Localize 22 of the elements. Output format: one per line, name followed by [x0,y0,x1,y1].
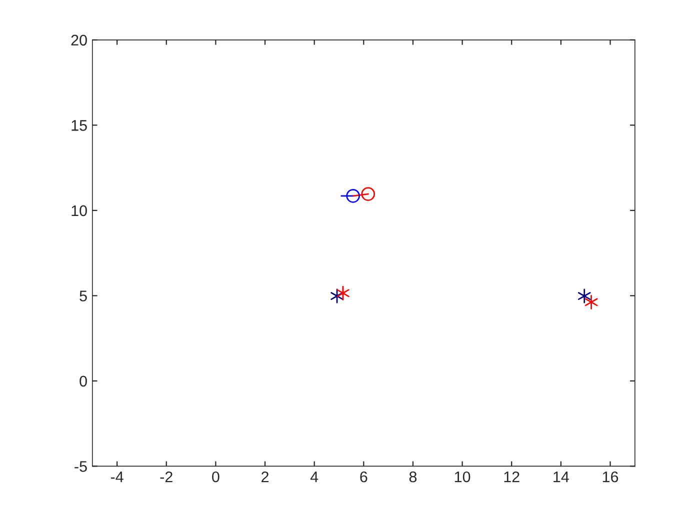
x-tick-label: 12 [504,471,520,482]
x-tick-label: 2 [262,471,268,482]
y-tick-label: -5 [74,461,87,472]
point [361,187,375,201]
point [346,189,360,203]
point [336,286,350,300]
x-tick-label: -2 [160,471,172,482]
x-tick-label: 14 [554,472,569,482]
x-tick-label: 0 [212,471,220,482]
x-tick-label: 4 [310,472,318,482]
y-tick-label: 10 [72,205,87,216]
y-tick-label: 0 [80,376,87,387]
x-tick-label: -4 [110,472,124,482]
point [584,294,598,310]
y-tick-label: 20 [71,34,87,46]
y-tick-label: 5 [80,290,87,302]
x-tick-label: 8 [409,471,417,482]
x-tick-label: 10 [454,471,470,482]
x-tick-label: 6 [360,471,368,482]
x-tick-label: 16 [602,471,618,482]
point [578,288,591,304]
y-tick-label: 15 [72,120,87,131]
